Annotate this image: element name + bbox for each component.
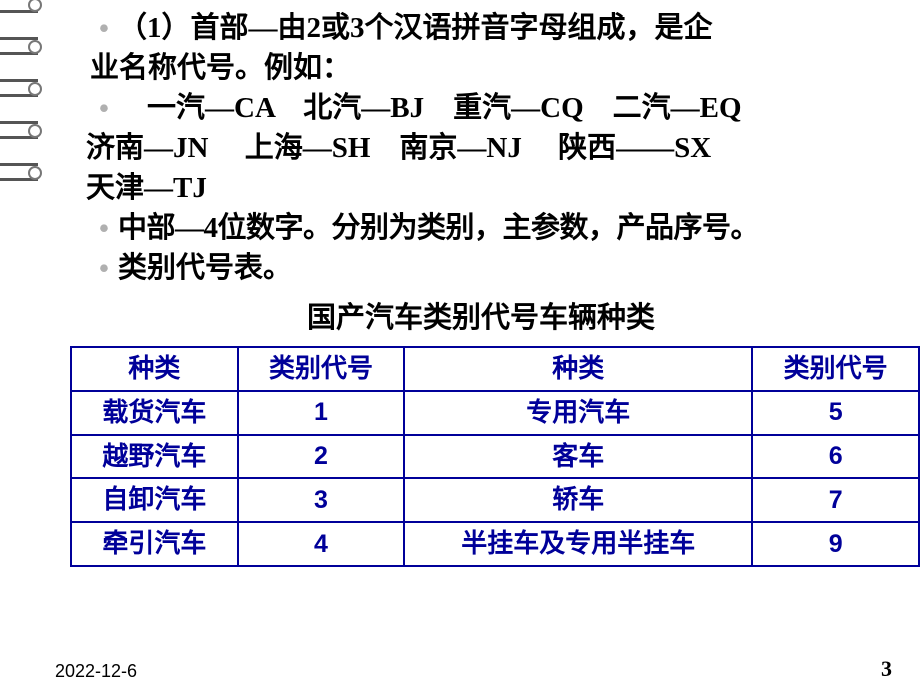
bullet-2: • 一汽—CA 北汽—BJ 重汽—CQ 二汽—EQ bbox=[90, 88, 912, 128]
table-cell: 越野汽车 bbox=[71, 435, 238, 479]
table-cell: 1 bbox=[238, 391, 405, 435]
table-header: 类别代号 bbox=[752, 347, 919, 391]
table-row: 牵引汽车4半挂车及专用半挂车9 bbox=[71, 522, 919, 566]
slide: • （1）首部—由2或3个汉语拼音字母组成，是企 业名称代号。例如： • 一汽—… bbox=[0, 0, 920, 690]
table-cell: 半挂车及专用半挂车 bbox=[404, 522, 752, 566]
text-line: 中部—4位数字。分别为类别，主参数，产品序号。 bbox=[118, 208, 759, 248]
table-cell: 专用汽车 bbox=[404, 391, 752, 435]
content-area: • （1）首部—由2或3个汉语拼音字母组成，是企 业名称代号。例如： • 一汽—… bbox=[90, 8, 912, 567]
table-cell: 轿车 bbox=[404, 478, 752, 522]
table-cell: 7 bbox=[752, 478, 919, 522]
table-cell: 4 bbox=[238, 522, 405, 566]
footer-page: 3 bbox=[881, 656, 892, 682]
table-wrap: 种类类别代号种类类别代号载货汽车1专用汽车5越野汽车2客车6自卸汽车3轿车7牵引… bbox=[70, 346, 920, 567]
bullet-1: • （1）首部—由2或3个汉语拼音字母组成，是企 bbox=[90, 8, 912, 48]
category-table: 种类类别代号种类类别代号载货汽车1专用汽车5越野汽车2客车6自卸汽车3轿车7牵引… bbox=[70, 346, 920, 567]
bullet-4: • 类别代号表。 bbox=[90, 248, 912, 288]
table-row: 自卸汽车3轿车7 bbox=[71, 478, 919, 522]
table-header: 类别代号 bbox=[238, 347, 405, 391]
bullet-3: • 中部—4位数字。分别为类别，主参数，产品序号。 bbox=[90, 208, 912, 248]
table-cell: 9 bbox=[752, 522, 919, 566]
spiral-binding bbox=[0, 0, 50, 690]
table-cell: 自卸汽车 bbox=[71, 478, 238, 522]
table-cell: 客车 bbox=[404, 435, 752, 479]
table-cell: 牵引汽车 bbox=[71, 522, 238, 566]
bullet-dot-icon: • bbox=[90, 208, 118, 248]
text-line: （1）首部—由2或3个汉语拼音字母组成，是企 bbox=[118, 8, 713, 48]
bullet-dot-icon: • bbox=[90, 248, 118, 288]
bullet-dot-icon: • bbox=[90, 88, 118, 128]
table-header: 种类 bbox=[404, 347, 752, 391]
bullet-dot-icon: • bbox=[90, 8, 118, 48]
table-row: 越野汽车2客车6 bbox=[71, 435, 919, 479]
table-cell: 6 bbox=[752, 435, 919, 479]
text-line: 业名称代号。例如： bbox=[90, 48, 912, 88]
table-header: 种类 bbox=[71, 347, 238, 391]
text-line: 类别代号表。 bbox=[118, 248, 292, 288]
table-cell: 2 bbox=[238, 435, 405, 479]
text-line: 济南—JN 上海—SH 南京—NJ 陕西——SX bbox=[86, 128, 912, 168]
table-row: 载货汽车1专用汽车5 bbox=[71, 391, 919, 435]
text-line: 天津—TJ bbox=[86, 168, 912, 208]
footer-date: 2022-12-6 bbox=[55, 661, 137, 682]
table-cell: 5 bbox=[752, 391, 919, 435]
table-title: 国产汽车类别代号车辆种类 bbox=[50, 294, 912, 336]
table-cell: 载货汽车 bbox=[71, 391, 238, 435]
text-line: 一汽—CA 北汽—BJ 重汽—CQ 二汽—EQ bbox=[118, 88, 912, 128]
table-cell: 3 bbox=[238, 478, 405, 522]
